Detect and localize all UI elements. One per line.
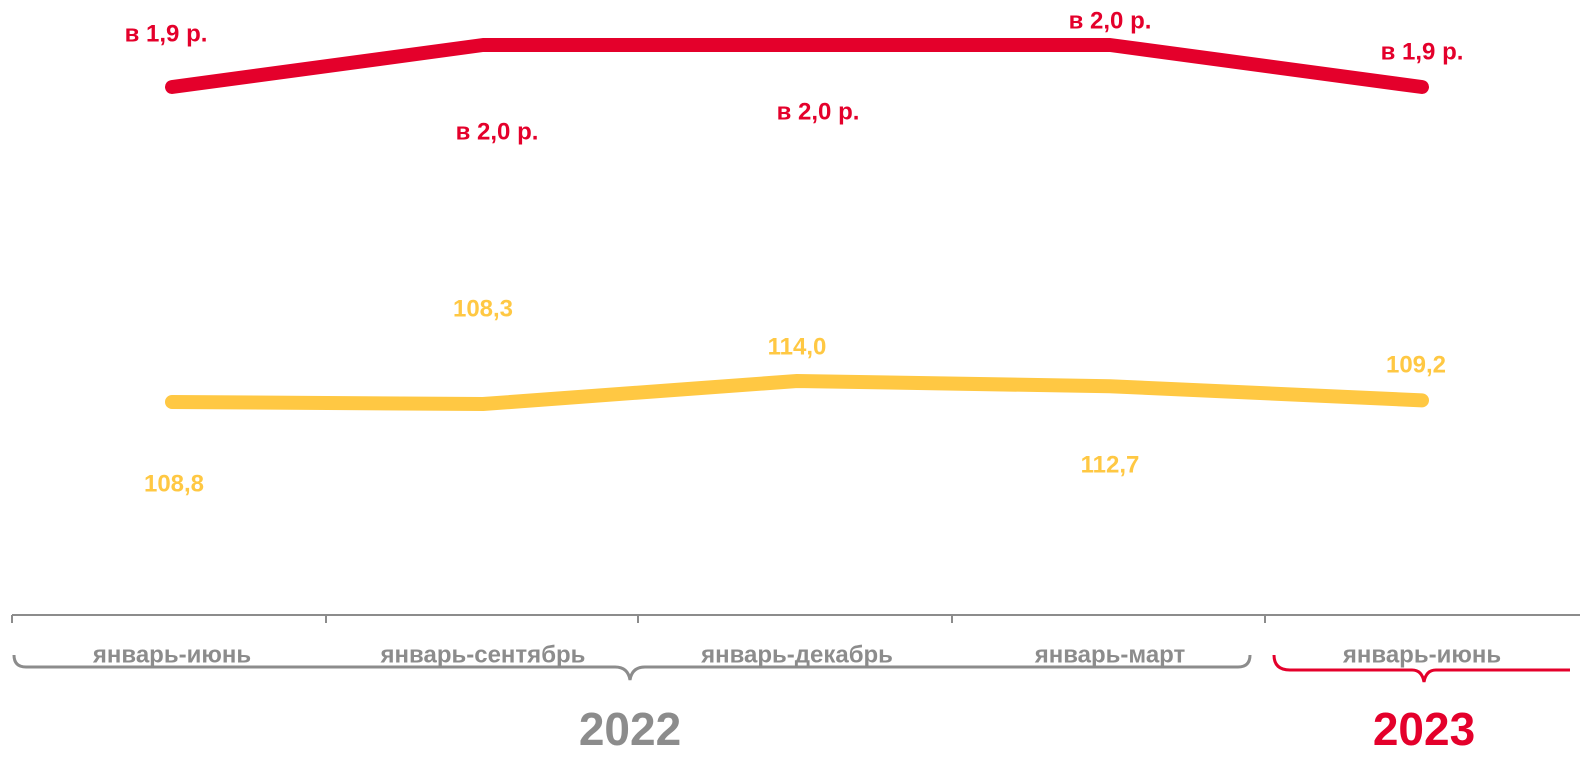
series-line [165,374,1429,411]
data-label: 109,2 [1386,351,1446,378]
x-tick-label: январь-июнь [1342,641,1501,668]
x-tick-label: январь-декабрь [700,641,893,668]
series-line [165,38,1429,94]
data-label: 108,3 [453,295,513,322]
x-tick-label: январь-сентябрь [380,641,586,668]
data-label: в 1,9 р. [1381,38,1464,65]
group-label: 2023 [1373,703,1475,755]
data-label: 108,8 [144,470,204,497]
data-label: в 2,0 р. [777,98,860,125]
x-tick-label: январь-март [1034,641,1186,668]
brace-2023 [1272,654,1570,683]
group-label: 2022 [579,703,681,755]
data-label: 112,7 [1081,451,1140,478]
x-tick-label: январь-июнь [92,641,251,668]
data-label: в 2,0 р. [1069,7,1152,34]
data-label: в 1,9 р. [125,20,208,47]
brace-2022 [12,654,1252,681]
data-label: 114,0 [768,333,827,360]
data-label: в 2,0 р. [456,118,539,145]
